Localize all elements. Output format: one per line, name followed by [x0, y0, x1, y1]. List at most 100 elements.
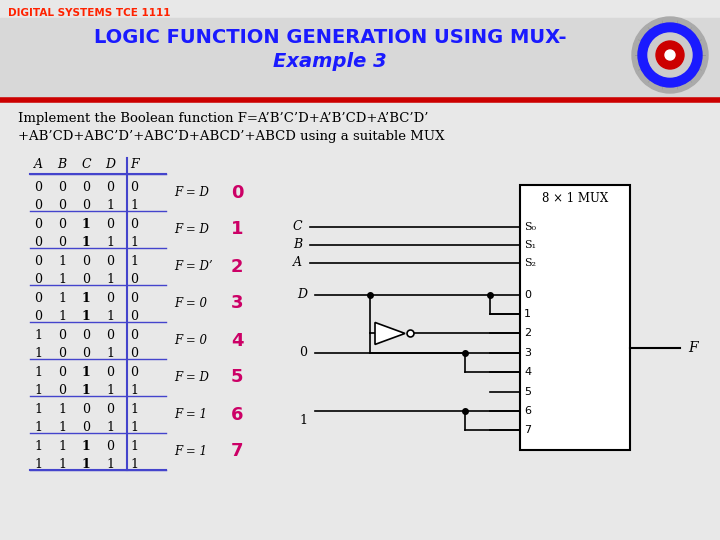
Text: 0: 0 [58, 237, 66, 249]
Text: 1: 1 [81, 440, 91, 453]
Text: 4: 4 [524, 367, 531, 377]
Text: 1: 1 [58, 255, 66, 268]
Text: 0: 0 [106, 366, 114, 379]
Text: DIGITAL SYSTEMS TCE 1111: DIGITAL SYSTEMS TCE 1111 [8, 8, 171, 18]
Text: 1: 1 [231, 220, 243, 239]
Text: 1: 1 [130, 199, 138, 212]
Text: 1: 1 [130, 255, 138, 268]
Text: 0: 0 [82, 273, 90, 286]
Text: 1: 1 [58, 310, 66, 323]
Text: 1: 1 [130, 403, 138, 416]
Text: 1: 1 [34, 440, 42, 453]
Text: 1: 1 [106, 237, 114, 249]
Text: 0: 0 [82, 347, 90, 360]
Text: 5: 5 [524, 387, 531, 396]
Text: 1: 1 [34, 421, 42, 434]
Text: 1: 1 [58, 421, 66, 434]
Text: 4: 4 [231, 332, 243, 349]
Text: Implement the Boolean function F=A’B’C’D+A’B’CD+A’BC’D’: Implement the Boolean function F=A’B’C’D… [18, 112, 428, 125]
Text: F = D’: F = D’ [174, 260, 212, 273]
Bar [0, 18, 720, 100]
Text: 1: 1 [58, 273, 66, 286]
Text: 1: 1 [34, 384, 42, 397]
Text: 0: 0 [82, 421, 90, 434]
Text: 0: 0 [58, 199, 66, 212]
Text: 1: 1 [81, 366, 91, 379]
Text: 1: 1 [106, 273, 114, 286]
Text: S₁: S₁ [524, 240, 536, 250]
Text: 0: 0 [106, 440, 114, 453]
Text: 0: 0 [106, 181, 114, 194]
Text: 0: 0 [82, 255, 90, 268]
Text: F = 0: F = 0 [174, 334, 207, 347]
Text: S₂: S₂ [524, 258, 536, 268]
Text: 1: 1 [130, 458, 138, 471]
Text: 1: 1 [524, 309, 531, 319]
Text: 0: 0 [130, 181, 138, 194]
Text: 1: 1 [106, 310, 114, 323]
Text: 1: 1 [81, 292, 91, 305]
Text: 0: 0 [82, 329, 90, 342]
Text: 1: 1 [34, 329, 42, 342]
Text: +AB’CD+ABC’D’+ABC’D+ABCD’+ABCD using a suitable MUX: +AB’CD+ABC’D’+ABC’D+ABCD’+ABCD using a s… [18, 130, 444, 143]
Text: 6: 6 [231, 406, 243, 423]
Text: 1: 1 [130, 237, 138, 249]
Text: 1: 1 [299, 414, 307, 427]
Text: 0: 0 [58, 329, 66, 342]
Text: 1: 1 [58, 440, 66, 453]
Text: 0: 0 [299, 346, 307, 359]
Text: 0: 0 [106, 255, 114, 268]
Text: 1: 1 [106, 458, 114, 471]
Text: 8 × 1 MUX: 8 × 1 MUX [542, 192, 608, 206]
Text: 0: 0 [34, 218, 42, 231]
Text: 0: 0 [34, 292, 42, 305]
Text: 0: 0 [82, 403, 90, 416]
Text: 3: 3 [524, 348, 531, 358]
Circle shape [665, 50, 675, 60]
Text: A: A [293, 256, 302, 269]
Text: 0: 0 [231, 184, 243, 201]
Text: 6: 6 [524, 406, 531, 416]
Text: 1: 1 [106, 384, 114, 397]
Text: 1: 1 [34, 458, 42, 471]
Text: 0: 0 [34, 255, 42, 268]
Text: 0: 0 [130, 329, 138, 342]
Text: F = D: F = D [174, 371, 209, 384]
Text: C: C [292, 220, 302, 233]
Text: S₀: S₀ [524, 222, 536, 232]
Circle shape [656, 41, 684, 69]
Text: 1: 1 [34, 403, 42, 416]
Text: 1: 1 [34, 347, 42, 360]
Text: 0: 0 [34, 237, 42, 249]
Text: 0: 0 [106, 292, 114, 305]
Text: F: F [688, 341, 698, 354]
Text: 0: 0 [58, 218, 66, 231]
Text: 0: 0 [34, 181, 42, 194]
Text: 0: 0 [106, 218, 114, 231]
Circle shape [632, 17, 708, 93]
Text: 2: 2 [524, 328, 531, 339]
Text: 0: 0 [130, 310, 138, 323]
Text: B: B [58, 158, 66, 171]
Text: 0: 0 [106, 329, 114, 342]
Text: F = 1: F = 1 [174, 445, 207, 458]
Text: 0: 0 [106, 403, 114, 416]
Text: A: A [34, 158, 42, 171]
Polygon shape [375, 322, 405, 345]
Text: 1: 1 [130, 384, 138, 397]
Text: 1: 1 [81, 384, 91, 397]
Text: C: C [81, 158, 91, 171]
Text: D: D [105, 158, 115, 171]
Text: F = 1: F = 1 [174, 408, 207, 421]
Text: 7: 7 [231, 442, 243, 461]
Text: 0: 0 [34, 199, 42, 212]
Text: 0: 0 [58, 384, 66, 397]
Text: 0: 0 [34, 273, 42, 286]
Text: 1: 1 [130, 440, 138, 453]
Text: 1: 1 [81, 310, 91, 323]
Text: 1: 1 [106, 199, 114, 212]
Text: F = D: F = D [174, 186, 209, 199]
Text: 0: 0 [130, 218, 138, 231]
Text: D: D [297, 288, 307, 301]
Text: 0: 0 [130, 273, 138, 286]
